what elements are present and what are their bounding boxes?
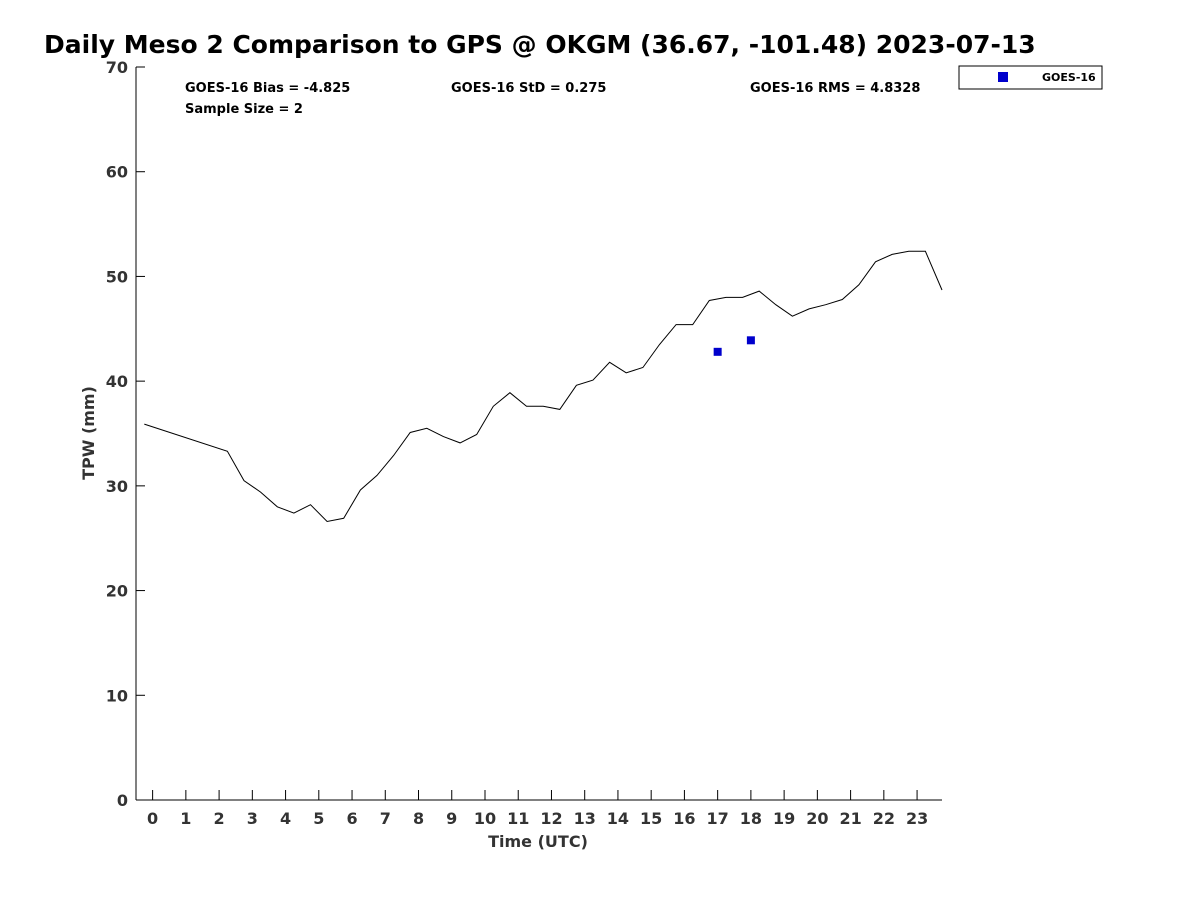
legend-label: GOES-16 (1042, 71, 1096, 84)
x-tick-label: 14 (607, 809, 629, 828)
series-layer (144, 250, 943, 523)
x-tick-label: 16 (673, 809, 695, 828)
y-tick-label: 0 (117, 791, 128, 810)
x-tick-label: 5 (313, 809, 324, 828)
x-tick-label: 12 (540, 809, 562, 828)
x-tick-label: 4 (280, 809, 291, 828)
x-axis-ticks: 0 1 2 3 4 5 6 7 8 9 10 11 12 13 14 15 16 17 18 19 20 21 22 23 (147, 790, 928, 828)
bias-stat: GOES-16 Bias = -4.825 (185, 81, 350, 96)
legend-box (958, 65, 1103, 90)
x-axis-label: Time (UTC) (488, 832, 588, 851)
y-tick-label: 70 (106, 58, 128, 77)
x-tick-label: 21 (839, 809, 861, 828)
sample-size-stat: Sample Size = 2 (185, 102, 303, 117)
x-tick-label: 15 (640, 809, 662, 828)
chart-title: Daily Meso 2 Comparison to GPS @ OKGM (3… (44, 30, 1036, 59)
y-tick-label: 60 (106, 163, 128, 182)
y-axis-label: TPW (mm) (79, 386, 98, 480)
y-axis-ticks: 0 10 20 30 40 50 60 70 (106, 58, 145, 810)
rms-stat: GOES-16 RMS = 4.8328 (750, 81, 920, 96)
y-tick-label: 20 (106, 582, 128, 601)
x-tick-label: 19 (773, 809, 795, 828)
gps-tpw-line (144, 250, 943, 523)
goes16-point (746, 336, 755, 345)
x-tick-label: 22 (873, 809, 895, 828)
y-tick-label: 30 (106, 477, 128, 496)
x-tick-label: 7 (380, 809, 391, 828)
y-tick-label: 40 (106, 372, 128, 391)
y-tick-label: 10 (106, 686, 128, 705)
legend: GOES-16 (958, 65, 1103, 90)
x-tick-label: 0 (147, 809, 158, 828)
x-tick-label: 18 (740, 809, 762, 828)
x-tick-label: 11 (507, 809, 529, 828)
x-tick-label: 6 (346, 809, 357, 828)
x-tick-label: 8 (413, 809, 424, 828)
x-tick-label: 13 (574, 809, 596, 828)
axes (135, 67, 942, 801)
x-tick-label: 17 (707, 809, 729, 828)
std-stat: GOES-16 StD = 0.275 (451, 81, 606, 96)
x-tick-label: 2 (214, 809, 225, 828)
goes16-point (713, 347, 722, 356)
x-tick-label: 23 (906, 809, 928, 828)
legend-marker (998, 72, 1008, 82)
x-tick-label: 9 (446, 809, 457, 828)
x-tick-label: 20 (806, 809, 828, 828)
x-tick-label: 10 (474, 809, 496, 828)
y-tick-label: 50 (106, 267, 128, 286)
x-tick-label: 1 (180, 809, 191, 828)
x-tick-label: 3 (247, 809, 258, 828)
